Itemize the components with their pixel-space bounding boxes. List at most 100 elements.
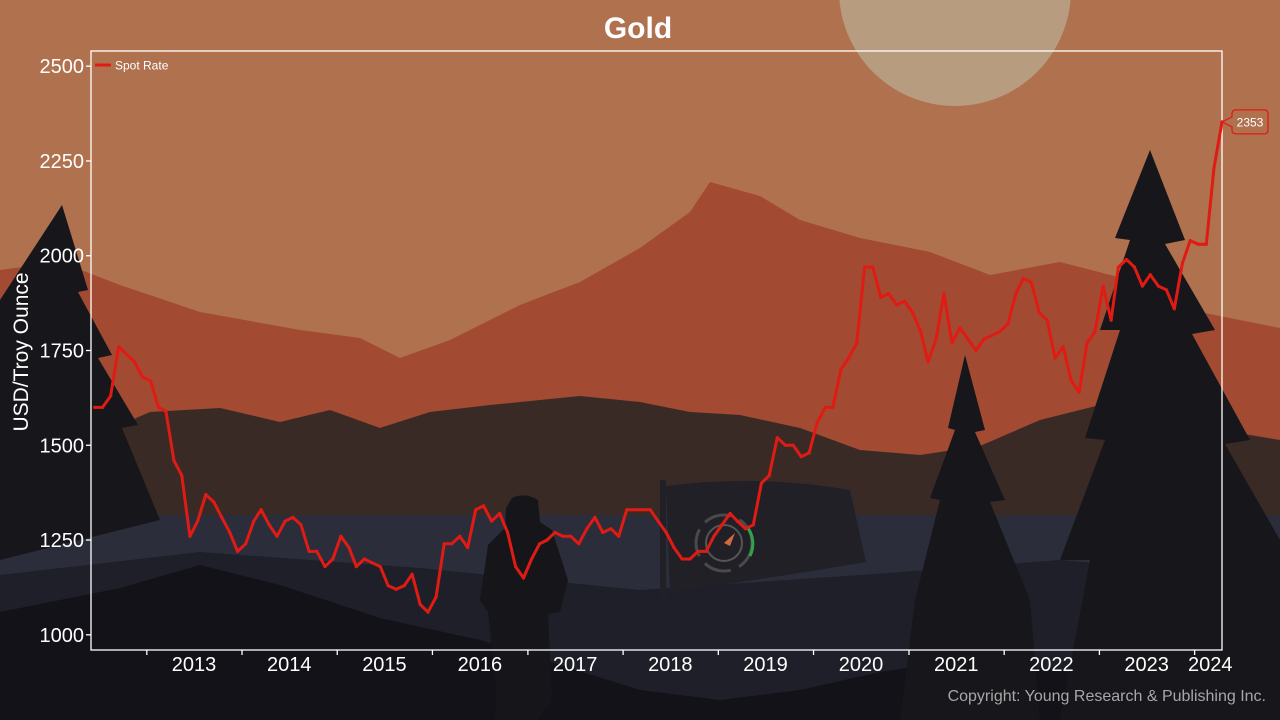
data-point — [514, 565, 518, 569]
data-point — [966, 337, 970, 341]
data-point — [498, 511, 502, 516]
pine-tree-left — [0, 205, 160, 560]
series-points — [93, 120, 1224, 614]
y-tick-label: 1500 — [40, 435, 85, 457]
data-point — [1180, 261, 1184, 265]
data-point — [474, 508, 478, 512]
data-point — [919, 329, 923, 334]
data-point — [1085, 341, 1089, 345]
y-tick-label: 2250 — [40, 151, 85, 173]
y-tick-label: 1750 — [40, 341, 85, 363]
flag-shape — [666, 480, 866, 592]
data-point — [1077, 390, 1081, 394]
data-point — [1069, 379, 1073, 383]
data-point — [418, 602, 422, 607]
x-tick-label: 2022 — [1029, 654, 1074, 676]
data-point — [950, 341, 954, 345]
x-tick-label: 2018 — [648, 654, 693, 676]
data-point — [903, 299, 907, 303]
data-point — [895, 303, 899, 307]
data-point — [871, 265, 875, 269]
data-point — [1188, 239, 1192, 243]
data-point — [823, 405, 827, 409]
data-point — [124, 352, 129, 356]
data-point — [228, 530, 232, 535]
data-point — [1172, 307, 1176, 311]
legend-label-spot-rate: Spot Rate — [115, 59, 169, 73]
x-tick-label: 2023 — [1124, 654, 1169, 676]
data-point — [720, 523, 724, 527]
data-point — [402, 584, 406, 588]
flag-pole — [660, 480, 666, 600]
data-point — [323, 565, 327, 569]
data-point — [712, 534, 716, 538]
data-point — [331, 557, 335, 561]
data-point — [315, 549, 319, 554]
data-point — [442, 542, 446, 546]
x-tick-label: 2017 — [553, 654, 598, 676]
data-point — [538, 542, 542, 546]
data-point — [609, 527, 613, 531]
data-point — [640, 508, 644, 512]
x-tick-label: 2013 — [172, 654, 217, 676]
callout-value: 2353 — [1237, 115, 1264, 129]
soldier-silhouette — [480, 495, 568, 720]
data-point — [267, 523, 271, 527]
data-point — [1006, 322, 1010, 326]
data-point — [775, 436, 779, 440]
data-point — [283, 519, 287, 523]
data-point — [490, 519, 494, 523]
data-point — [633, 508, 637, 512]
data-point — [982, 337, 986, 341]
data-point — [164, 409, 168, 413]
moon-shape — [839, 0, 1071, 106]
data-point — [783, 443, 788, 447]
data-point — [307, 549, 311, 554]
data-point — [426, 610, 430, 614]
data-point — [1101, 284, 1105, 288]
data-point — [1029, 280, 1033, 284]
data-point — [410, 572, 414, 576]
data-point — [911, 311, 915, 315]
data-point — [1093, 329, 1097, 334]
data-point — [140, 375, 144, 379]
data-point — [378, 565, 382, 569]
data-point — [196, 519, 200, 523]
data-point — [109, 394, 113, 398]
data-point — [1164, 288, 1168, 292]
data-point — [530, 557, 534, 561]
y-axis-label: USD/Troy Ounce — [10, 272, 33, 431]
data-point — [696, 549, 700, 554]
data-point — [743, 527, 748, 531]
data-point — [347, 546, 351, 550]
data-point — [855, 341, 859, 345]
x-tick-label: 2015 — [362, 654, 407, 676]
data-point — [133, 360, 137, 364]
data-point — [506, 530, 510, 535]
data-point — [815, 420, 819, 425]
data-point — [585, 527, 589, 531]
data-point — [204, 493, 208, 497]
data-point — [839, 367, 843, 372]
data-point — [688, 557, 692, 561]
data-point — [1045, 318, 1049, 322]
data-point — [93, 405, 97, 409]
data-point — [1148, 273, 1152, 277]
data-point — [601, 530, 605, 535]
data-point — [1196, 242, 1200, 246]
data-point — [466, 546, 470, 550]
data-point — [1212, 166, 1216, 171]
data-point — [1061, 345, 1065, 349]
data-point — [100, 405, 105, 409]
data-point — [974, 348, 978, 353]
data-point — [1014, 292, 1018, 296]
data-point — [1116, 265, 1120, 269]
data-point — [998, 329, 1002, 334]
data-point — [172, 458, 176, 462]
data-point — [593, 515, 597, 519]
data-point — [1124, 257, 1129, 262]
x-tick-label: 2021 — [934, 654, 979, 676]
data-point — [482, 504, 486, 508]
compass-emblem-icon — [694, 513, 755, 573]
last-value-callout: 2353 — [1220, 109, 1269, 135]
